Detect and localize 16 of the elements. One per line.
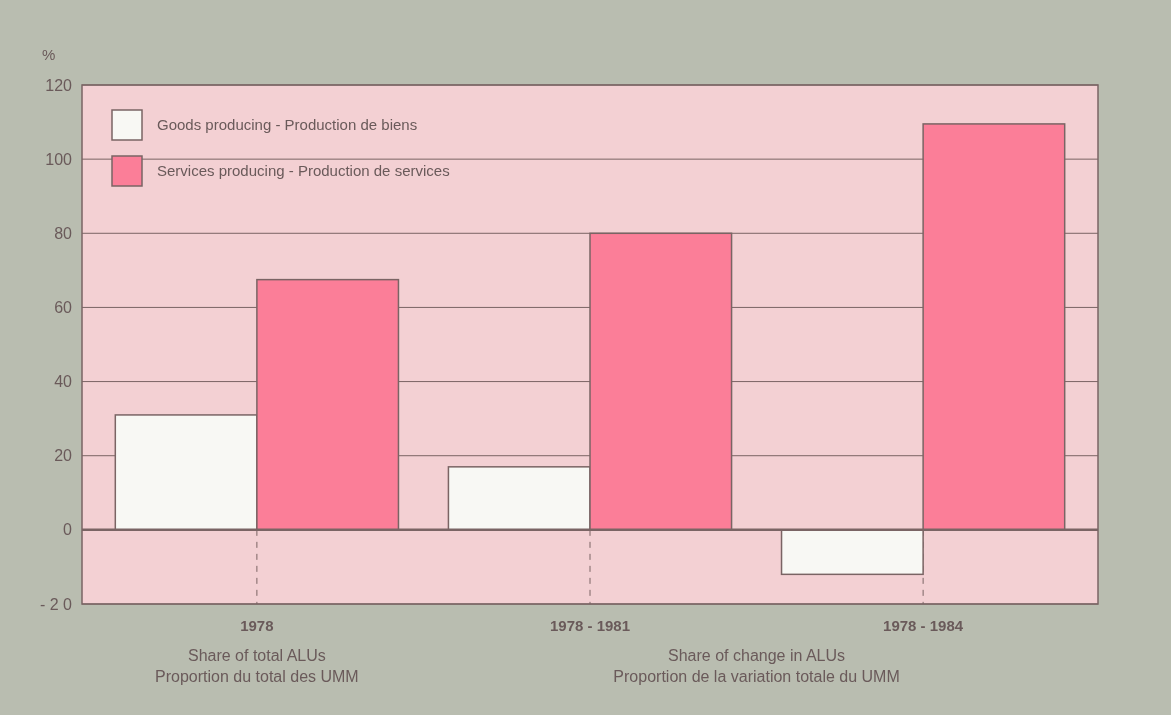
y-tick-label: 0 <box>63 521 73 539</box>
y-tick-label: 60 <box>54 299 73 317</box>
x-tick-label: 1978 - 1981 <box>549 617 631 634</box>
y-tick-label: - 2 0 <box>39 595 73 613</box>
y-tick-label: 120 <box>45 76 73 94</box>
y-tick-label: 80 <box>54 224 73 242</box>
legend-label: Services producing - Production de services <box>157 162 450 180</box>
text: Share of total ALUs Proportion du total des UMM <box>155 647 359 685</box>
y-tick-label: 40 <box>54 373 73 391</box>
x-tick-label: 1978 <box>240 617 274 634</box>
y-tick-label: 100 <box>45 150 73 168</box>
y-tick-label: 20 <box>54 447 73 465</box>
y-axis-title: % <box>42 46 56 63</box>
text: Share of change in ALUs Proportion de la variation totale du UMM <box>613 647 900 685</box>
x-tick-label: 1978 - 1984 <box>883 617 964 634</box>
legend-label: Goods producing - Production de biens <box>157 116 418 134</box>
